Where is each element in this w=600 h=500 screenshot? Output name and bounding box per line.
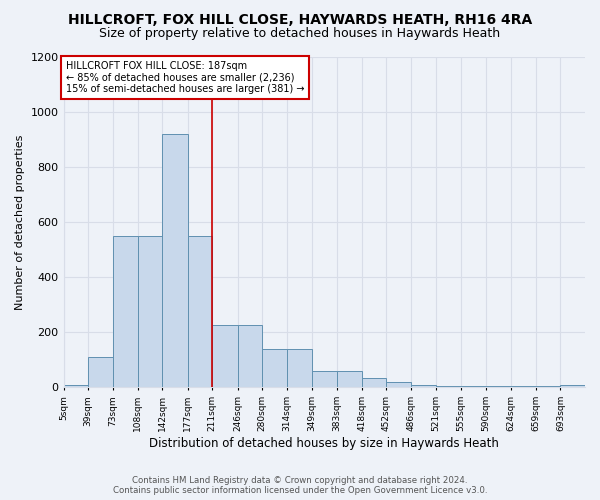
Text: Contains HM Land Registry data © Crown copyright and database right 2024.
Contai: Contains HM Land Registry data © Crown c… [113, 476, 487, 495]
Bar [560, 384, 585, 388]
X-axis label: Distribution of detached houses by size in Haywards Heath: Distribution of detached houses by size … [149, 437, 499, 450]
Bar [486, 386, 511, 388]
Bar [312, 371, 337, 388]
Bar [262, 349, 287, 388]
Bar [238, 326, 262, 388]
Text: HILLCROFT, FOX HILL CLOSE, HAYWARDS HEATH, RH16 4RA: HILLCROFT, FOX HILL CLOSE, HAYWARDS HEAT… [68, 12, 532, 26]
Bar [287, 349, 312, 388]
Bar [411, 384, 436, 388]
Bar [536, 386, 560, 388]
Text: HILLCROFT FOX HILL CLOSE: 187sqm
← 85% of detached houses are smaller (2,236)
15: HILLCROFT FOX HILL CLOSE: 187sqm ← 85% o… [66, 60, 304, 94]
Bar [337, 371, 362, 388]
Bar [188, 236, 212, 388]
Bar [113, 236, 138, 388]
Bar [386, 382, 411, 388]
Bar [138, 236, 163, 388]
Bar [511, 386, 536, 388]
Bar [436, 386, 461, 388]
Bar [64, 384, 88, 388]
Y-axis label: Number of detached properties: Number of detached properties [15, 134, 25, 310]
Bar [461, 386, 486, 388]
Text: Size of property relative to detached houses in Haywards Heath: Size of property relative to detached ho… [100, 28, 500, 40]
Bar [163, 134, 188, 388]
Bar [88, 357, 113, 388]
Bar [212, 326, 238, 388]
Bar [362, 378, 386, 388]
